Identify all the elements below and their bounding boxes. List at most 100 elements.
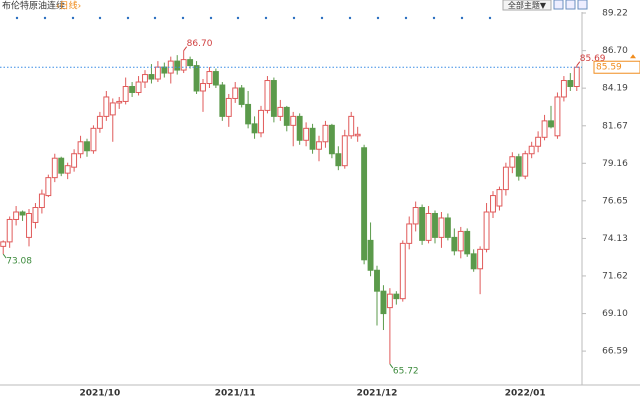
candle-body: [19, 211, 26, 216]
toolbar-icons[interactable]: [553, 0, 588, 10]
event-dot: [292, 16, 296, 20]
x-tick-label: 2021/10: [79, 389, 120, 399]
candle-body: [522, 153, 529, 177]
event-dot: [71, 16, 75, 20]
candle-body: [425, 212, 432, 241]
annotation-leader: [2, 253, 7, 259]
candle-body: [322, 124, 329, 143]
candle-body: [432, 212, 438, 238]
candle-body: [341, 135, 348, 167]
annotation-label: 86.70: [187, 39, 213, 49]
candle-body: [148, 74, 155, 80]
candle-body: [32, 207, 39, 223]
candle-body: [483, 211, 490, 250]
annotation-label: 65.72: [393, 367, 419, 377]
candle-body: [573, 66, 580, 88]
event-dot: [264, 16, 268, 20]
event-dot: [236, 16, 240, 20]
icon[interactable]: [565, 0, 576, 10]
candle-body: [560, 80, 567, 98]
candle-body: [444, 217, 451, 238]
period-label[interactable]: ‹日线›: [56, 0, 81, 12]
candle-body: [277, 106, 284, 117]
annotation-leader: [389, 363, 394, 369]
candle-body: [303, 127, 310, 141]
candle-body: [180, 59, 187, 71]
last-price-box: [593, 60, 640, 74]
event-dot: [43, 16, 47, 20]
candle-body: [122, 86, 129, 102]
candle-body: [290, 115, 297, 126]
candle-body: [219, 84, 226, 117]
candle-body: [174, 60, 181, 71]
candle-body: [374, 269, 380, 292]
annotation-label: 73.08: [6, 257, 32, 267]
candle-body: [26, 212, 32, 238]
candle-body: [515, 156, 522, 177]
event-dot: [209, 16, 213, 20]
candle-body: [6, 218, 13, 243]
chart-title: 布伦特原油连续: [2, 0, 65, 12]
candle-body: [264, 80, 271, 111]
event-dot: [460, 16, 464, 20]
candle-body: [567, 80, 574, 88]
candle-body: [380, 290, 387, 315]
candle-body: [406, 223, 413, 244]
candle-body: [206, 71, 213, 85]
candle-body: [238, 87, 245, 105]
candle-body: [103, 96, 110, 117]
candle-body: [161, 66, 168, 74]
candle-body: [200, 83, 206, 92]
y-tick-label: 69.10: [602, 309, 628, 319]
icon[interactable]: [553, 0, 564, 10]
candle-body: [509, 156, 516, 168]
candle-body: [470, 253, 477, 270]
candle-body: [554, 96, 561, 137]
event-dot: [432, 16, 436, 20]
event-dot: [181, 16, 185, 20]
candle-body: [283, 106, 290, 126]
candle-body: [541, 120, 548, 138]
candle-body: [270, 80, 277, 117]
annotation-label: 85.69: [580, 54, 606, 64]
last-price-arrow: [630, 54, 636, 59]
icon[interactable]: [577, 0, 588, 10]
candle-body: [386, 293, 393, 309]
candle-body: [77, 141, 84, 155]
candle-body: [212, 71, 219, 86]
candle-body: [58, 157, 65, 174]
y-tick-label: 81.67: [602, 121, 628, 131]
candle-body: [354, 133, 361, 137]
candle-body: [84, 141, 90, 152]
theme-button[interactable]: [502, 0, 552, 11]
candle-body: [90, 127, 97, 152]
candle-body: [251, 123, 258, 134]
candle-body: [0, 241, 7, 247]
candle-body: [45, 177, 52, 197]
y-tick-label: 76.65: [602, 196, 628, 206]
annotation-leader: [576, 61, 581, 67]
candle-body: [64, 165, 71, 174]
candle-body: [71, 153, 78, 168]
candle-body: [438, 217, 445, 238]
candle-body: [135, 81, 142, 93]
candle-body: [193, 65, 200, 92]
y-tick-label: 71.62: [602, 271, 628, 281]
candle-body: [548, 120, 554, 128]
last-price-label: 85.59: [596, 63, 622, 73]
candle-body: [496, 189, 503, 207]
candle-body: [464, 230, 471, 255]
x-tick-label: 2022/01: [505, 389, 546, 399]
candle-body: [502, 166, 509, 191]
candle-body: [296, 115, 303, 141]
candle-body: [316, 141, 322, 150]
candle-body: [309, 127, 316, 150]
candle-body: [412, 207, 419, 225]
y-tick-label: 89.22: [602, 8, 628, 18]
candle-body: [51, 157, 58, 179]
event-dot: [320, 16, 324, 20]
candle-body: [109, 102, 116, 116]
candle-body: [457, 230, 464, 252]
candle-body: [13, 211, 20, 220]
